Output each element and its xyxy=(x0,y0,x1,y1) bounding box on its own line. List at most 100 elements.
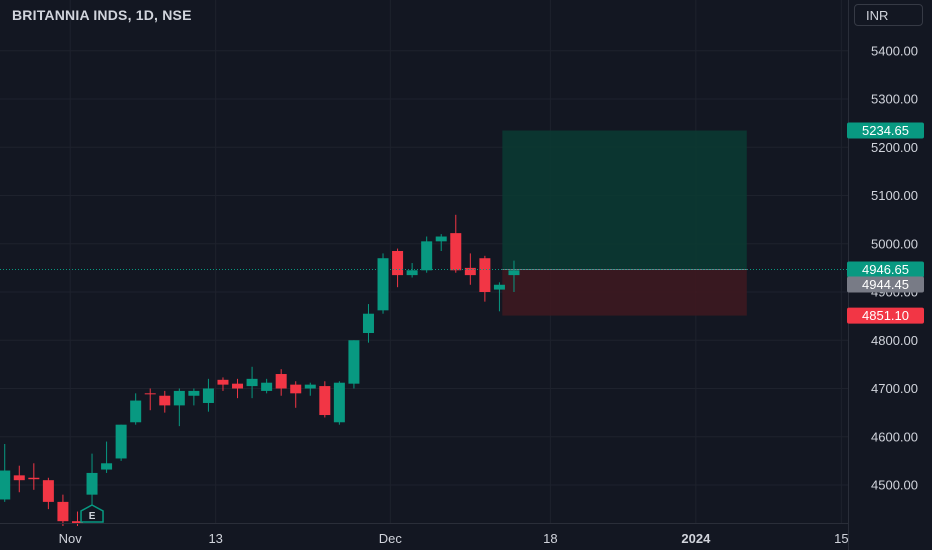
profit-zone xyxy=(502,130,747,270)
current-price-tag-bg xyxy=(847,261,924,278)
candle-body xyxy=(508,270,520,276)
target-price-tag: 5234.65 xyxy=(847,122,924,139)
candle-body xyxy=(406,270,418,276)
candle xyxy=(304,382,316,396)
candle xyxy=(13,465,25,493)
time-tick-label: Nov xyxy=(59,531,83,546)
candle-body xyxy=(319,386,331,416)
candle xyxy=(188,388,200,406)
candle xyxy=(464,253,476,285)
price-tick-label: 5300.00 xyxy=(871,92,918,107)
candle-body xyxy=(304,384,316,389)
stop-price-tag: 4851.10 xyxy=(847,307,924,324)
candle xyxy=(333,381,345,425)
candle xyxy=(508,260,520,292)
candle-body xyxy=(0,470,11,500)
candle xyxy=(246,366,258,399)
price-tick-label: 4500.00 xyxy=(871,478,918,493)
currency-button[interactable]: INR xyxy=(854,4,923,26)
candle-body xyxy=(173,390,185,406)
last-close-tag: 4944.45 xyxy=(847,276,924,293)
candle xyxy=(57,494,69,527)
stop-price-tag-text: 4851.10 xyxy=(862,308,909,323)
candle-body xyxy=(377,258,389,311)
candle-body xyxy=(464,267,476,276)
candle-body xyxy=(275,374,287,389)
loss-zone xyxy=(502,269,747,316)
price-tick-label: 5200.00 xyxy=(871,140,918,155)
candle xyxy=(86,453,98,507)
last-close-tag-bg xyxy=(847,276,924,293)
candle-body xyxy=(101,463,113,470)
candle xyxy=(101,441,113,473)
candle xyxy=(159,390,171,413)
candles xyxy=(0,214,520,527)
time-tick-label: 13 xyxy=(208,531,222,546)
candle xyxy=(28,463,40,490)
candle xyxy=(362,304,374,343)
time-tick-label: Dec xyxy=(379,531,403,546)
target-price-tag-bg xyxy=(847,122,924,139)
candle-body xyxy=(493,284,505,290)
long-position-tool[interactable] xyxy=(502,130,747,316)
candle xyxy=(392,248,404,288)
candle xyxy=(115,424,127,461)
candle xyxy=(275,369,287,396)
stop-price-tag-bg xyxy=(847,307,924,324)
candle xyxy=(217,377,229,391)
earnings-markers[interactable]: E xyxy=(80,504,104,523)
time-tick-label: 15 xyxy=(834,531,848,546)
candle-body xyxy=(435,236,447,242)
candle xyxy=(232,378,244,399)
candle-body xyxy=(13,475,25,481)
candle-body xyxy=(159,395,171,406)
candle xyxy=(435,234,447,251)
price-tick-label: 5100.00 xyxy=(871,188,918,203)
candle-body xyxy=(348,340,360,384)
candle xyxy=(348,340,360,389)
candle-body xyxy=(28,477,40,480)
candle xyxy=(173,388,185,427)
last-close-tag-text: 4944.45 xyxy=(862,277,909,292)
price-tick-label: 4600.00 xyxy=(871,429,918,444)
symbol-title[interactable]: BRITANNIA INDS, 1D, NSE xyxy=(12,7,192,23)
candle-body xyxy=(130,400,142,423)
candle-body xyxy=(42,480,54,502)
candle xyxy=(0,443,11,502)
earnings-marker-label: E xyxy=(89,511,96,522)
time-tick-label: 2024 xyxy=(681,531,711,546)
candle-body xyxy=(450,233,462,271)
candle xyxy=(144,388,156,411)
price-tick-label: 5400.00 xyxy=(871,43,918,58)
candle xyxy=(290,381,302,408)
candle-body xyxy=(86,472,98,495)
candle-body xyxy=(421,241,433,271)
candle-body xyxy=(188,390,200,396)
candle xyxy=(493,282,505,312)
current-price-tag-text: 4946.65 xyxy=(862,262,909,277)
time-axis[interactable]: Nov 13 Dec 18 2024 15 xyxy=(0,523,849,547)
earnings-marker: E xyxy=(80,504,104,523)
candle xyxy=(261,378,273,394)
current-price-tag: 4946.65 xyxy=(847,261,924,278)
candle-body xyxy=(115,424,127,459)
candle-body xyxy=(202,388,214,403)
candle-body xyxy=(217,379,229,385)
candle xyxy=(421,236,433,273)
candle xyxy=(130,393,142,425)
currency-label: INR xyxy=(866,7,889,23)
candle-body xyxy=(362,313,374,334)
candle-body xyxy=(261,382,273,391)
price-tick-label: 5000.00 xyxy=(871,236,918,251)
target-price-tag-text: 5234.65 xyxy=(862,123,909,138)
candle-body xyxy=(232,383,244,389)
candle xyxy=(42,477,54,510)
candle-body xyxy=(246,378,258,387)
candle-body xyxy=(333,382,345,423)
earnings-marker-badge xyxy=(80,504,104,523)
candle xyxy=(377,253,389,314)
price-tick-label: 4700.00 xyxy=(871,381,918,396)
price-tick-label: 4800.00 xyxy=(871,333,918,348)
